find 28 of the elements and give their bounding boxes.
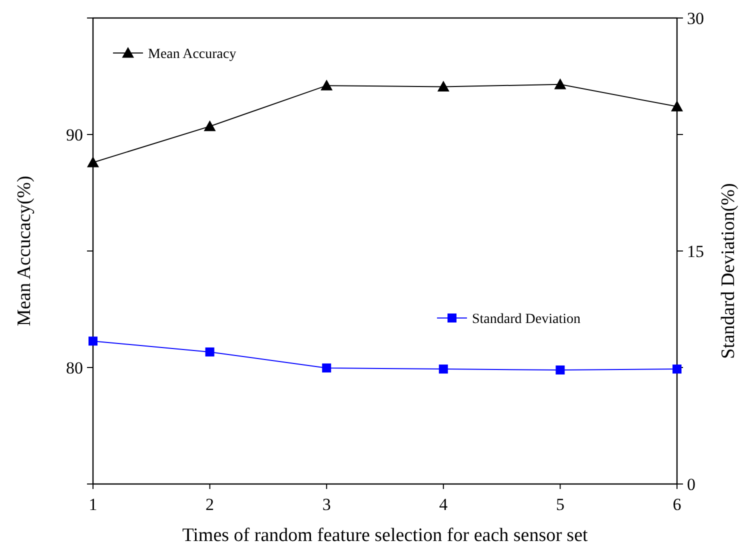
x-tick-label: 5 <box>556 495 564 514</box>
x-tick-label: 4 <box>439 495 448 514</box>
point <box>437 80 450 92</box>
point <box>88 336 98 346</box>
point <box>87 156 99 168</box>
y-tick-label: 80 <box>66 358 83 378</box>
y2-tick-label: 30 <box>687 9 704 28</box>
legend-label: Standard Deviation <box>472 312 580 327</box>
y-axis-title: Mean Accucacy(%) <box>14 176 35 326</box>
legend-label: Mean Accuracy <box>148 47 236 62</box>
point <box>205 347 214 356</box>
x-tick-label: 6 <box>672 495 682 514</box>
y2-tick-label: 0 <box>687 475 696 494</box>
point <box>672 364 682 374</box>
y-tick-label: 90 <box>66 126 83 144</box>
point <box>204 120 216 132</box>
x-tick-label: 2 <box>206 495 214 514</box>
point <box>438 364 448 374</box>
x-axis-title: Times of random feature selection for each sensor set <box>182 525 588 546</box>
point <box>556 365 565 374</box>
y2-tick-label: 15 <box>687 242 704 261</box>
x-tick-label: 1 <box>88 495 98 514</box>
point <box>554 78 566 90</box>
point <box>671 100 683 112</box>
point <box>322 363 332 372</box>
x-tick-label: 3 <box>322 495 331 514</box>
point <box>320 80 333 90</box>
y2-axis-title: Standard Deviation(%) <box>718 183 739 359</box>
